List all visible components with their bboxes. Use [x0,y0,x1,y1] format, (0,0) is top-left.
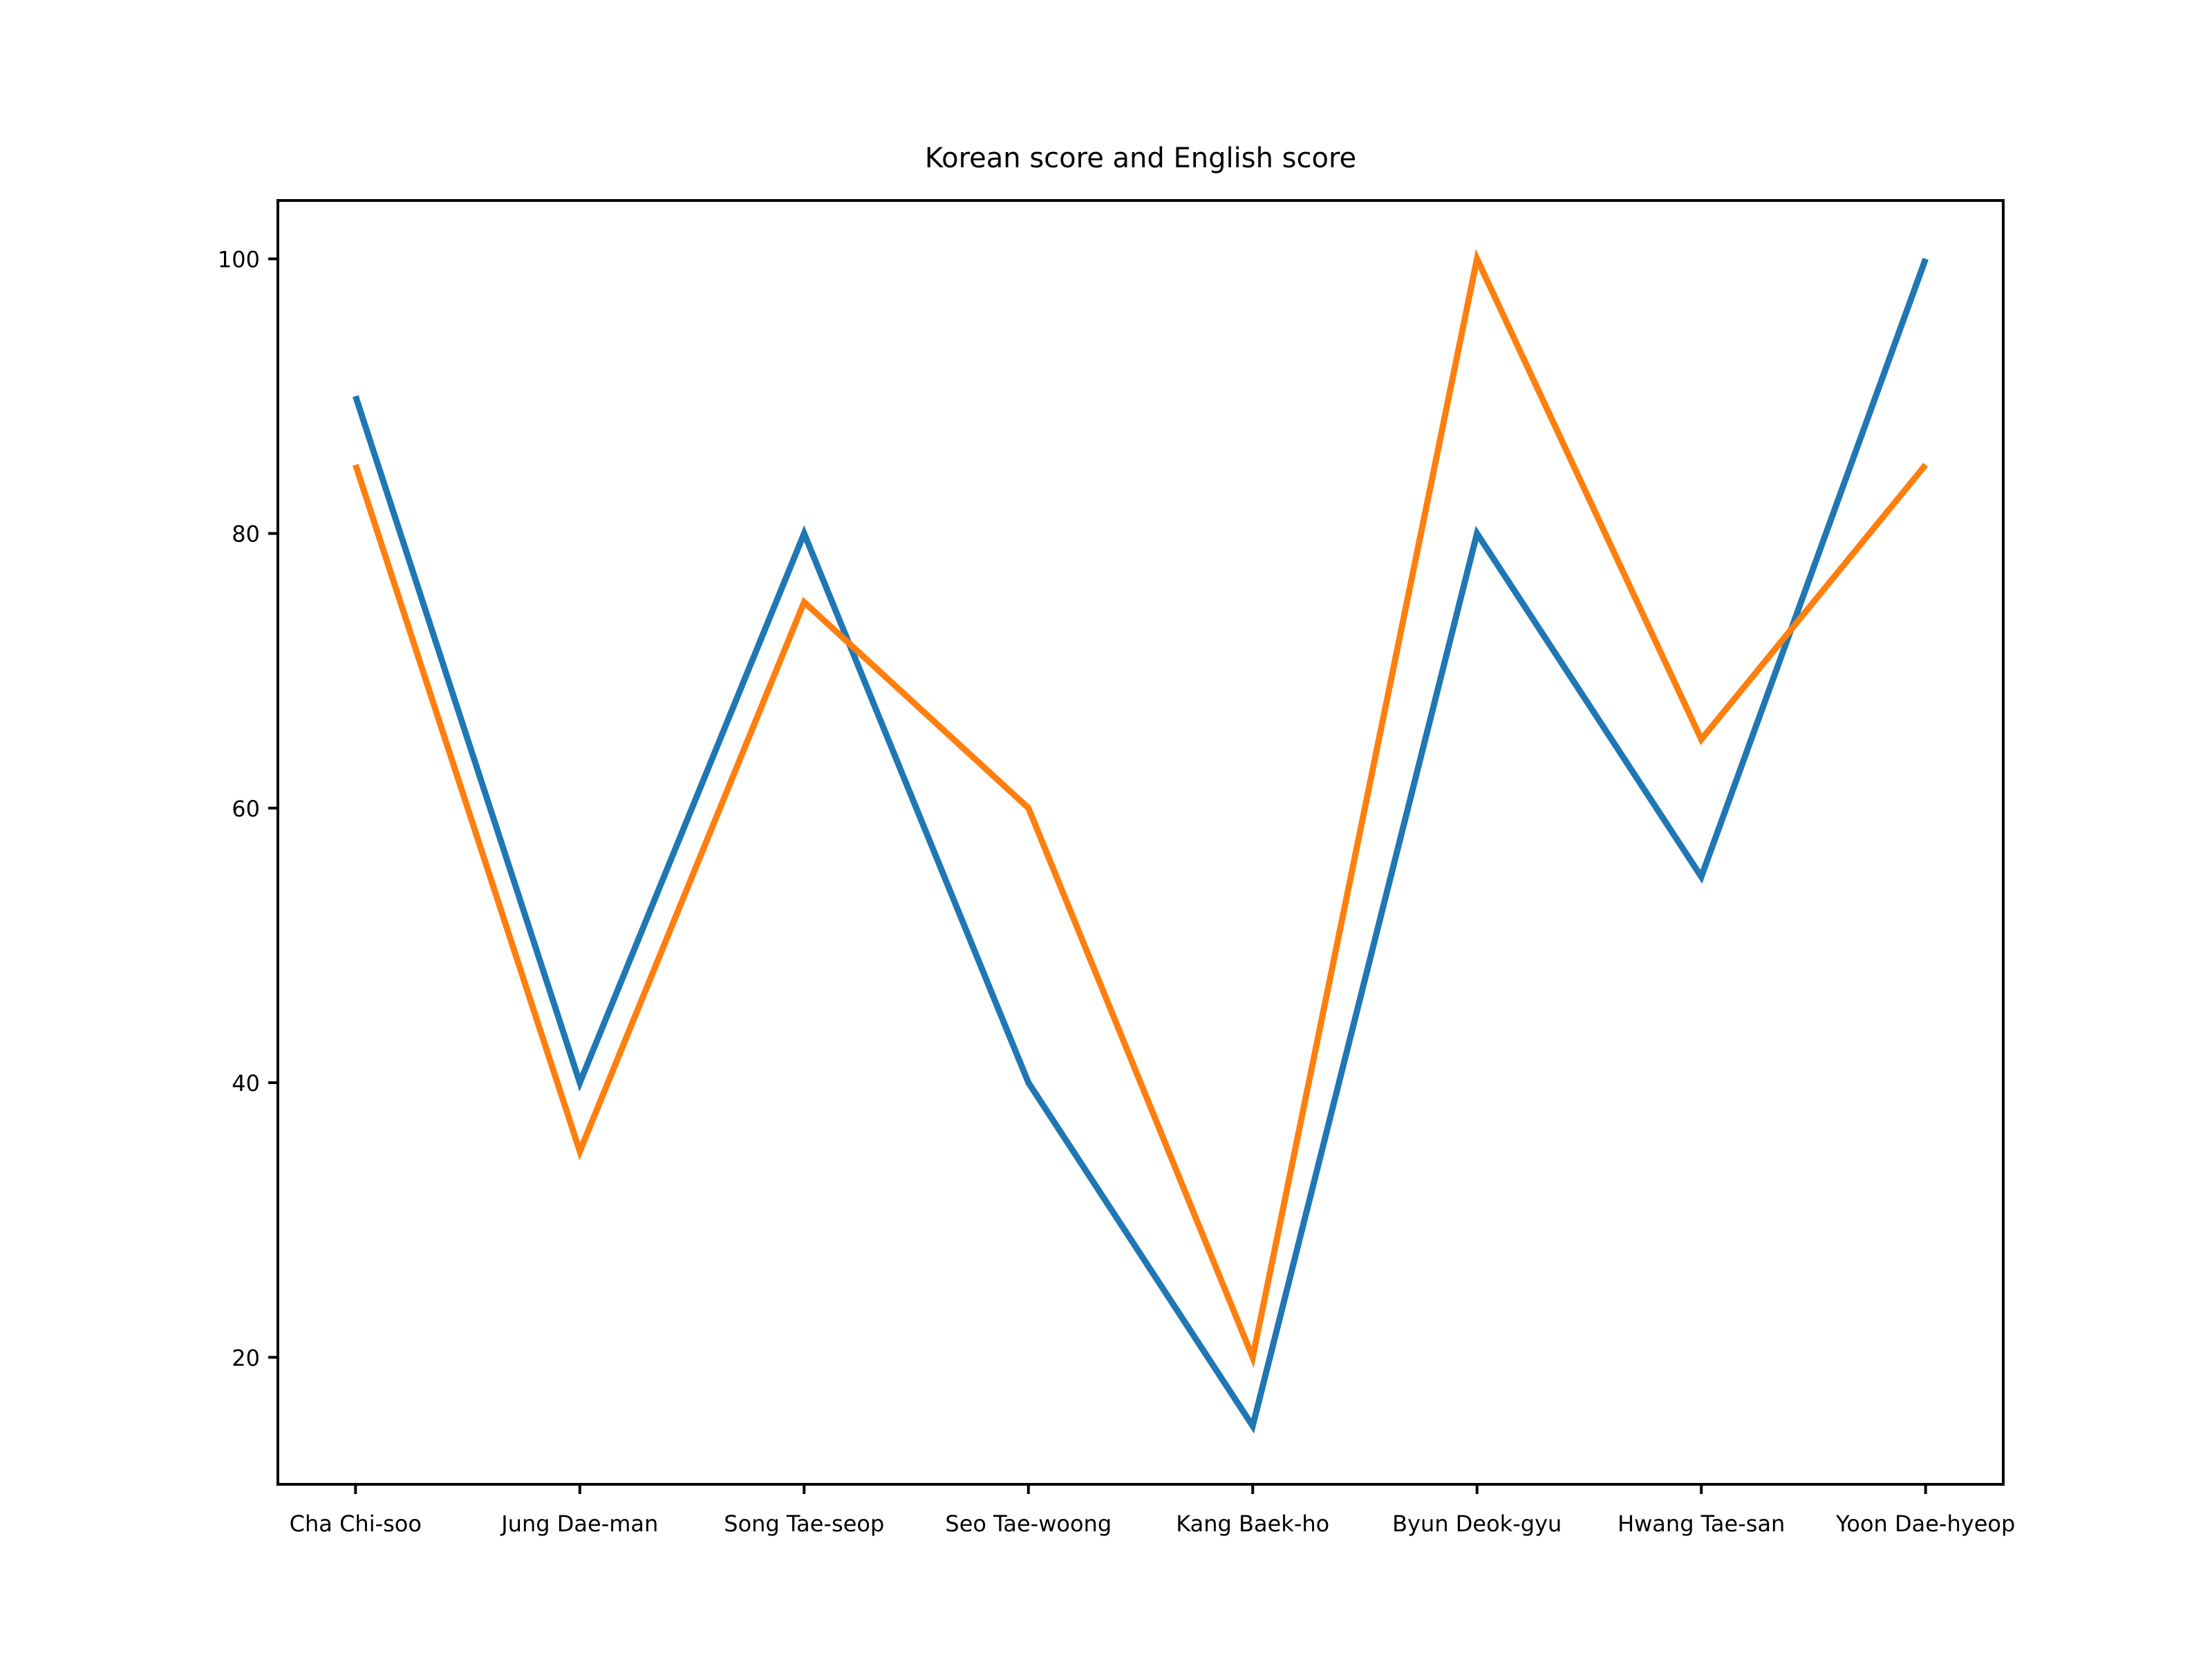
series-line-2 [353,249,1929,1368]
x-tick-label: Song Tae-seop [724,1511,884,1537]
x-tick-label: Byun Deok-gyu [1392,1511,1562,1537]
x-tick-label: Kang Baek-ho [1176,1511,1329,1537]
chart-title: Korean score and English score [925,142,1356,174]
x-tick-label: Seo Tae-woong [945,1511,1112,1537]
x-tick-label: Hwang Tae-san [1618,1511,1785,1537]
x-axis: Cha Chi-soo Jung Dae-man Song Tae-seop Seo … [290,1484,2015,1537]
plot-area-frame [276,199,2005,1486]
y-tick-label: 100 [218,246,260,272]
y-tick-label: 40 [232,1070,260,1096]
series-lines [353,249,1929,1434]
x-tick-label: Yoon Dae-hyeop [1835,1511,2015,1537]
y-axis: 20 40 60 80 100 [218,246,278,1371]
y-tick-label: 80 [232,521,260,548]
y-tick-label: 20 [232,1345,260,1371]
series-line-1 [353,257,1929,1434]
x-tick-label: Cha Chi-soo [290,1511,422,1537]
y-tick-label: 60 [232,796,260,822]
x-tick-label: Jung Dae-man [500,1511,658,1537]
